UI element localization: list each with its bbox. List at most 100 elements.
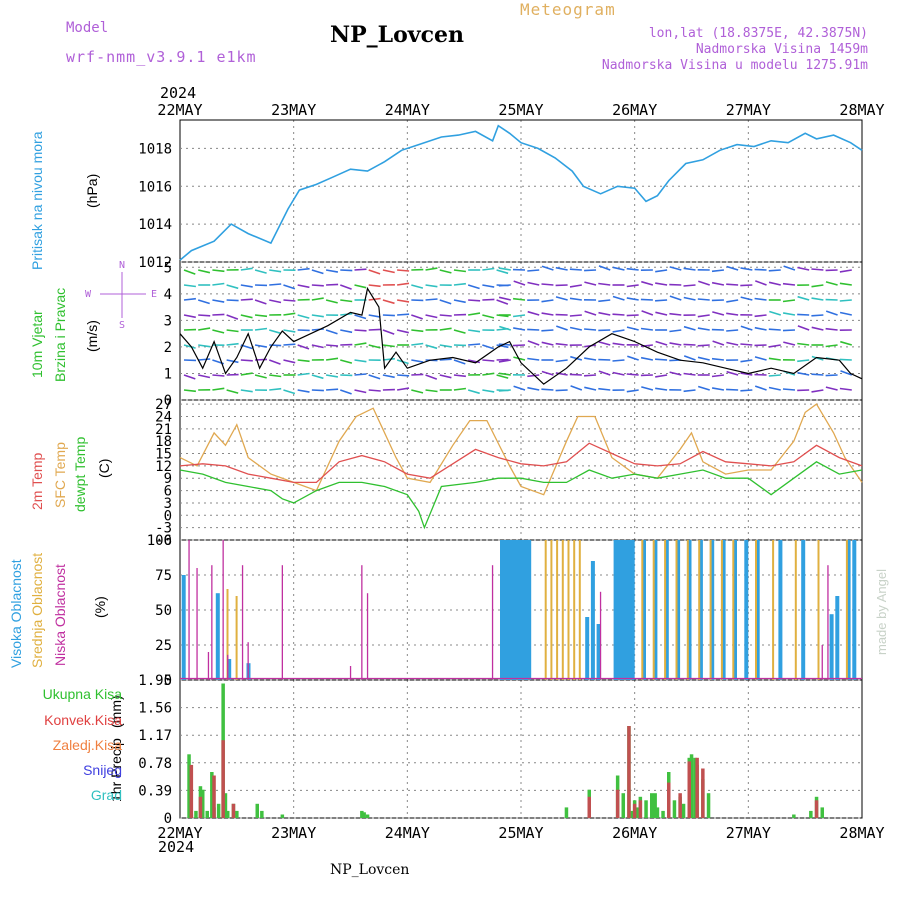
- wind-arrow: [197, 299, 210, 305]
- wind-arrow: [198, 314, 211, 317]
- precip-bar: [231, 803, 236, 818]
- cloud-bar: [241, 565, 244, 680]
- wind-arrow: [513, 280, 526, 286]
- wind-arrow: [797, 313, 810, 316]
- legend-hail: Grad: [90, 787, 122, 803]
- wind-speed-line: [179, 286, 863, 385]
- wind-arrow: [612, 342, 625, 346]
- wind-arrow: [541, 370, 554, 376]
- wind-arrow: [726, 388, 739, 391]
- wind-arrow: [183, 284, 197, 288]
- y-tick-label: 0: [164, 393, 172, 409]
- wind-arrow: [453, 374, 466, 378]
- wind-arrow: [782, 388, 796, 391]
- wind-arrow: [754, 356, 767, 361]
- wind-arrow: [839, 387, 852, 391]
- cloud-bar: [733, 540, 737, 680]
- cloud-bar: [755, 540, 760, 680]
- wind-arrow: [598, 341, 611, 346]
- legend-snow: Snijeg: [83, 762, 122, 778]
- wind-arrow: [768, 386, 781, 391]
- wind-arrow: [340, 299, 353, 303]
- wind-arrow: [311, 269, 324, 275]
- precip-bar: [809, 810, 813, 818]
- wind-arrow: [598, 299, 611, 303]
- cloud-bar: [517, 540, 521, 680]
- wind-arrow: [283, 359, 296, 364]
- cloud-bar: [652, 540, 655, 680]
- cloud-bar: [573, 540, 576, 680]
- precip-bar: [587, 796, 591, 818]
- wind-arrow: [453, 282, 466, 286]
- wind-arrow: [669, 371, 682, 376]
- wind-arrow: [740, 267, 753, 271]
- compass-north: N: [119, 260, 125, 271]
- wind-arrow: [297, 344, 310, 350]
- precip-bar: [672, 800, 677, 818]
- wind-arrow: [640, 356, 654, 361]
- wind-arrow: [711, 357, 725, 361]
- wind-arrow: [283, 343, 296, 346]
- cloud-bar: [503, 540, 508, 680]
- wind-arrow: [768, 344, 781, 348]
- wind-arrow: [382, 344, 395, 348]
- precip-bar: [223, 793, 228, 818]
- model-value: wrf-nmm_v3.9.1 e1km: [66, 48, 257, 66]
- cloud-bar: [520, 540, 525, 680]
- wind-arrow: [467, 284, 480, 290]
- wind-arrow: [354, 359, 367, 363]
- precip-bar: [814, 800, 819, 818]
- precip-bar: [792, 814, 796, 818]
- wind-arrow: [354, 389, 367, 394]
- wind-arrow: [769, 310, 781, 316]
- wind-arrow: [811, 297, 824, 301]
- wind-arrow: [311, 344, 324, 349]
- cloud-bar: [188, 540, 190, 680]
- wind-arrow: [811, 314, 824, 317]
- x-tick-label-bottom: 23MAY: [271, 824, 316, 842]
- wind-arrow: [541, 329, 554, 332]
- precip-bar: [212, 775, 216, 818]
- wind-arrow: [754, 385, 767, 391]
- altitude-text: Nadmorska Visina 1459m: [695, 42, 868, 57]
- wind-arrow: [569, 284, 582, 288]
- cloud-bar: [513, 540, 518, 680]
- y-tick-label: 1.56: [138, 701, 172, 717]
- wind-arrow: [212, 313, 225, 316]
- wind-arrow: [555, 266, 568, 271]
- cloud-bar: [732, 540, 735, 680]
- x-tick-label-top: 28MAY: [839, 101, 884, 119]
- wind-arrow: [297, 372, 310, 376]
- cloud-bar: [755, 540, 757, 680]
- wind-arrow: [598, 387, 611, 391]
- wind-arrow: [669, 329, 682, 333]
- wind-arrow: [726, 299, 739, 303]
- wind-arrow: [669, 266, 682, 271]
- wind-arrow: [397, 269, 410, 272]
- wind-arrow: [382, 314, 395, 317]
- wind-arrow: [683, 343, 696, 346]
- wind-arrow: [712, 340, 725, 346]
- wind-arrow: [655, 387, 668, 391]
- wind-arrow: [811, 373, 824, 376]
- wind-arrow: [839, 358, 852, 361]
- precip-bar: [667, 782, 671, 818]
- wind-arrow: [598, 282, 611, 286]
- precip-bar: [210, 772, 214, 818]
- wind-arrow: [655, 269, 668, 273]
- wind-arrow: [269, 283, 282, 286]
- year-label-bottom: 2024: [158, 838, 195, 856]
- y-tick-label: 12: [155, 459, 172, 475]
- wind-arrow: [726, 341, 739, 346]
- precip-bar: [650, 793, 654, 818]
- wind-arrow: [683, 389, 696, 393]
- wind-arrow: [513, 385, 526, 391]
- y-tick-label: 5: [164, 260, 172, 276]
- wind-arrow: [226, 284, 239, 290]
- precip-bar: [221, 740, 225, 818]
- wind-arrow: [839, 299, 852, 302]
- wind-arrow: [397, 374, 410, 377]
- cloud-bar: [567, 540, 570, 680]
- wind-arrow: [697, 314, 710, 318]
- x-tick-label-top: 27MAY: [726, 101, 771, 119]
